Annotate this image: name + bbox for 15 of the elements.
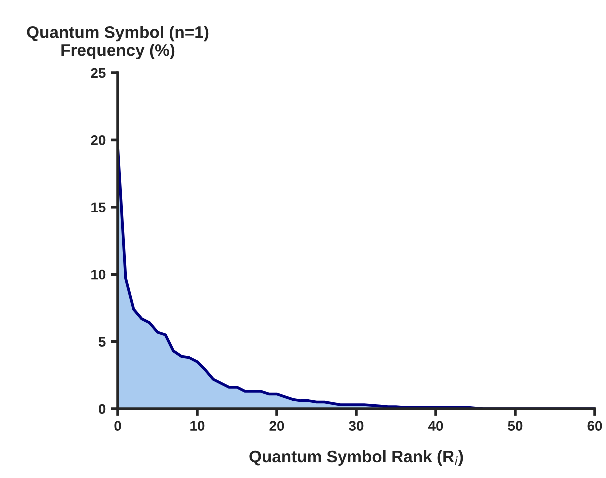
x-tick-label: 0 — [114, 421, 122, 432]
y-tick-label: 25 — [91, 68, 106, 78]
y-tick-label: 5 — [98, 337, 106, 347]
y-tick-label: 0 — [99, 404, 106, 414]
x-axis-title: Quantum Symbol Rank (R$_{i}$) — [250, 450, 464, 466]
x-tick-label: 50 — [508, 421, 523, 432]
y-axis-title: Quantum Symbol (n=1) Frequency (%) — [27, 26, 209, 60]
x-tick-label: 10 — [190, 421, 205, 432]
y-tick-label: 10 — [92, 270, 106, 280]
x-tick-label: 30 — [349, 421, 364, 432]
x-tick-label: 20 — [270, 421, 284, 432]
y-tick-label: 15 — [92, 202, 106, 213]
x-tick-label: 40 — [428, 421, 444, 432]
y-tick-label: 20 — [91, 136, 106, 146]
x-tick-label: 60 — [588, 421, 602, 432]
